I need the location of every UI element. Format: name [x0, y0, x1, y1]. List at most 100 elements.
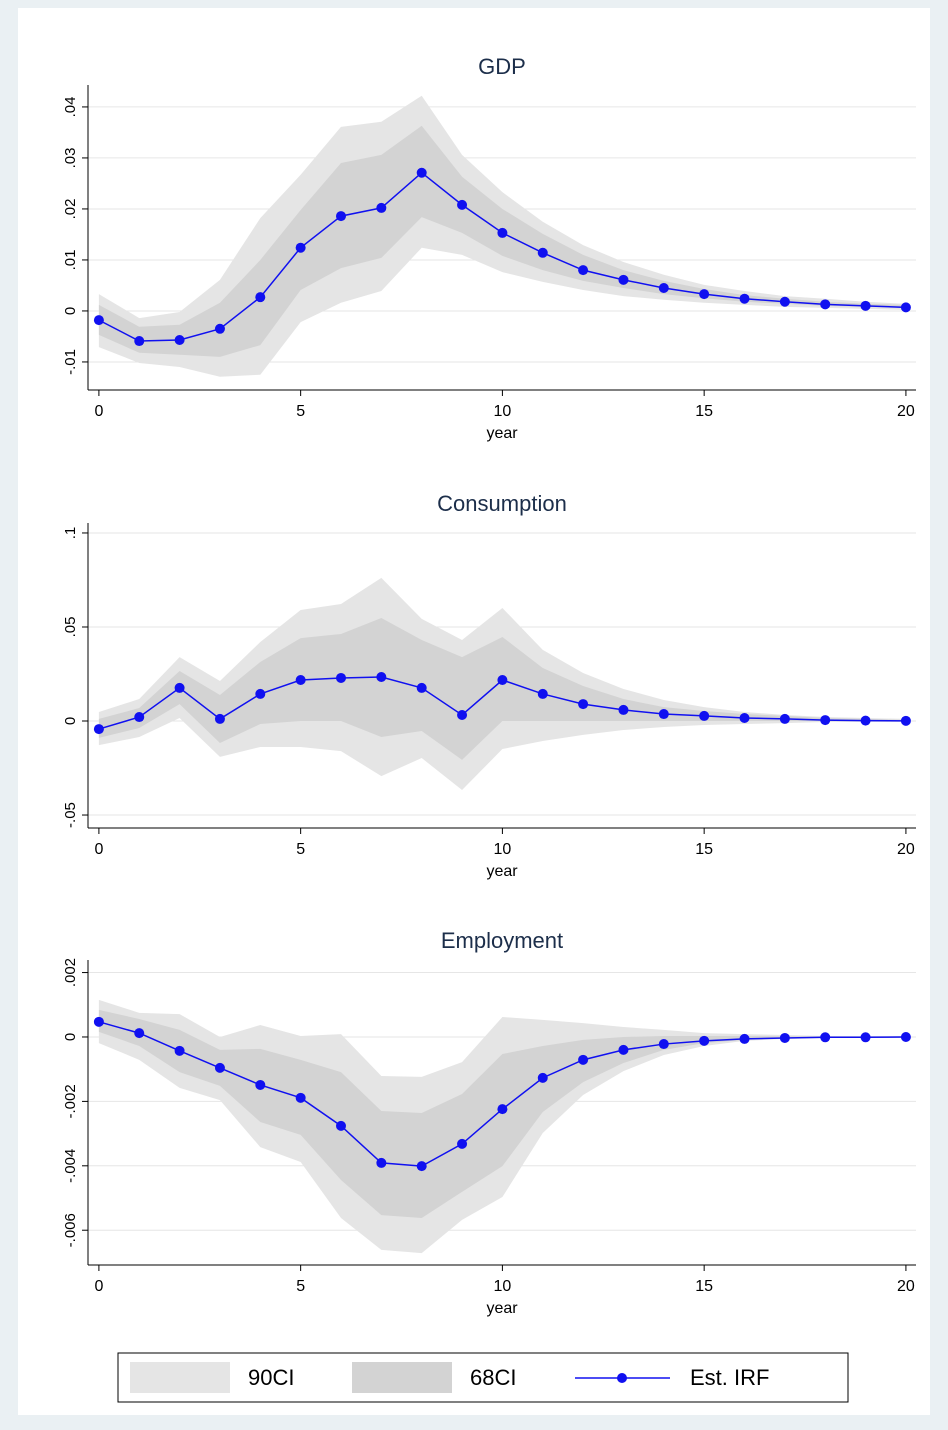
- irf-marker: [699, 1035, 710, 1046]
- irf-marker: [699, 289, 710, 300]
- irf-marker: [214, 1062, 225, 1073]
- irf-marker: [739, 712, 750, 723]
- irf-marker: [497, 1104, 508, 1115]
- irf-marker: [699, 710, 710, 721]
- irf-marker: [578, 265, 589, 276]
- chart-title: Consumption: [437, 491, 567, 516]
- irf-marker: [537, 247, 548, 258]
- y-tick-label: -.05: [62, 802, 79, 828]
- y-tick-label: -.002: [62, 1084, 79, 1118]
- legend-swatch: [352, 1362, 452, 1393]
- x-tick-label: 0: [94, 841, 103, 858]
- irf-marker: [739, 1033, 750, 1044]
- legend-label: Est. IRF: [690, 1365, 769, 1390]
- chart-title: GDP: [478, 54, 526, 79]
- x-tick-label: 20: [897, 403, 915, 420]
- irf-marker: [900, 302, 911, 313]
- irf-marker: [900, 1031, 911, 1042]
- y-tick-label: -.006: [62, 1213, 79, 1247]
- irf-marker: [578, 1054, 589, 1065]
- irf-marker: [416, 682, 427, 693]
- irf-marker: [860, 715, 871, 726]
- ci-band: [98, 617, 906, 760]
- irf-marker: [739, 293, 750, 304]
- irf-marker: [457, 199, 468, 210]
- irf-marker: [860, 1032, 871, 1043]
- x-tick-label: 10: [494, 403, 512, 420]
- y-tick-label: .02: [62, 199, 79, 220]
- ci-band: [98, 125, 906, 357]
- irf-marker: [618, 274, 629, 285]
- irf-marker: [658, 282, 669, 293]
- x-tick-label: 20: [897, 841, 915, 858]
- y-tick-label: .01: [62, 250, 79, 271]
- irf-marker: [618, 1044, 629, 1055]
- x-tick-label: 15: [695, 841, 713, 858]
- irf-marker: [93, 1016, 104, 1027]
- x-axis-label: year: [486, 425, 518, 442]
- irf-marker: [618, 704, 629, 715]
- irf-marker: [93, 724, 104, 735]
- y-tick-label: .002: [62, 958, 79, 987]
- x-tick-label: 20: [897, 1278, 915, 1295]
- irf-marker: [214, 713, 225, 724]
- irf-marker: [255, 688, 266, 699]
- irf-marker: [336, 211, 346, 222]
- irf-marker: [336, 1120, 346, 1131]
- irf-marker: [376, 672, 387, 683]
- x-tick-label: 15: [695, 1278, 713, 1295]
- x-axis-label: year: [486, 863, 518, 880]
- irf-marker: [295, 675, 306, 686]
- irf-marker: [255, 1079, 266, 1090]
- irf-marker: [457, 1138, 468, 1149]
- y-tick-label: 0: [62, 1033, 79, 1041]
- y-tick-label: 0: [62, 307, 79, 315]
- irf-marker: [134, 1028, 145, 1039]
- irf-marker: [779, 713, 790, 724]
- irf-marker: [295, 242, 306, 253]
- irf-marker: [416, 167, 427, 178]
- irf-marker: [658, 709, 669, 720]
- irf-marker: [820, 715, 831, 726]
- irf-marker: [134, 336, 145, 347]
- x-axis-label: year: [486, 1300, 518, 1317]
- y-tick-label: .05: [62, 617, 79, 638]
- x-tick-label: 15: [695, 403, 713, 420]
- legend-marker: [617, 1373, 627, 1383]
- y-tick-label: -.01: [62, 349, 79, 375]
- y-tick-label: 0: [62, 717, 79, 725]
- x-tick-label: 10: [494, 841, 512, 858]
- irf-marker: [497, 227, 508, 238]
- legend-box: [117, 1352, 849, 1403]
- irf-marker: [820, 1032, 831, 1043]
- irf-marker: [658, 1039, 669, 1050]
- irf-marker: [134, 712, 145, 723]
- irf-marker: [174, 682, 185, 693]
- irf-marker: [537, 688, 548, 699]
- irf-marker: [497, 675, 508, 686]
- irf-marker: [779, 1032, 790, 1043]
- chart-title: Employment: [441, 928, 563, 953]
- legend-label: 90CI: [248, 1365, 294, 1390]
- legend-swatch: [130, 1362, 230, 1393]
- irf-marker: [255, 292, 266, 303]
- irf-marker: [174, 1045, 185, 1056]
- irf-marker: [416, 1161, 427, 1172]
- x-tick-label: 5: [296, 841, 305, 858]
- irf-marker: [295, 1092, 306, 1103]
- irf-marker: [779, 296, 790, 307]
- irf-marker: [93, 315, 104, 326]
- x-tick-label: 5: [296, 1278, 305, 1295]
- irf-marker: [578, 699, 589, 710]
- irf-marker: [376, 1157, 387, 1168]
- irf-marker: [457, 709, 468, 720]
- irf-marker: [900, 715, 911, 726]
- irf-marker: [820, 299, 831, 310]
- irf-marker: [174, 335, 185, 346]
- x-tick-label: 10: [494, 1278, 512, 1295]
- irf-marker: [336, 672, 346, 683]
- x-tick-label: 0: [94, 1278, 103, 1295]
- irf-marker: [860, 300, 871, 311]
